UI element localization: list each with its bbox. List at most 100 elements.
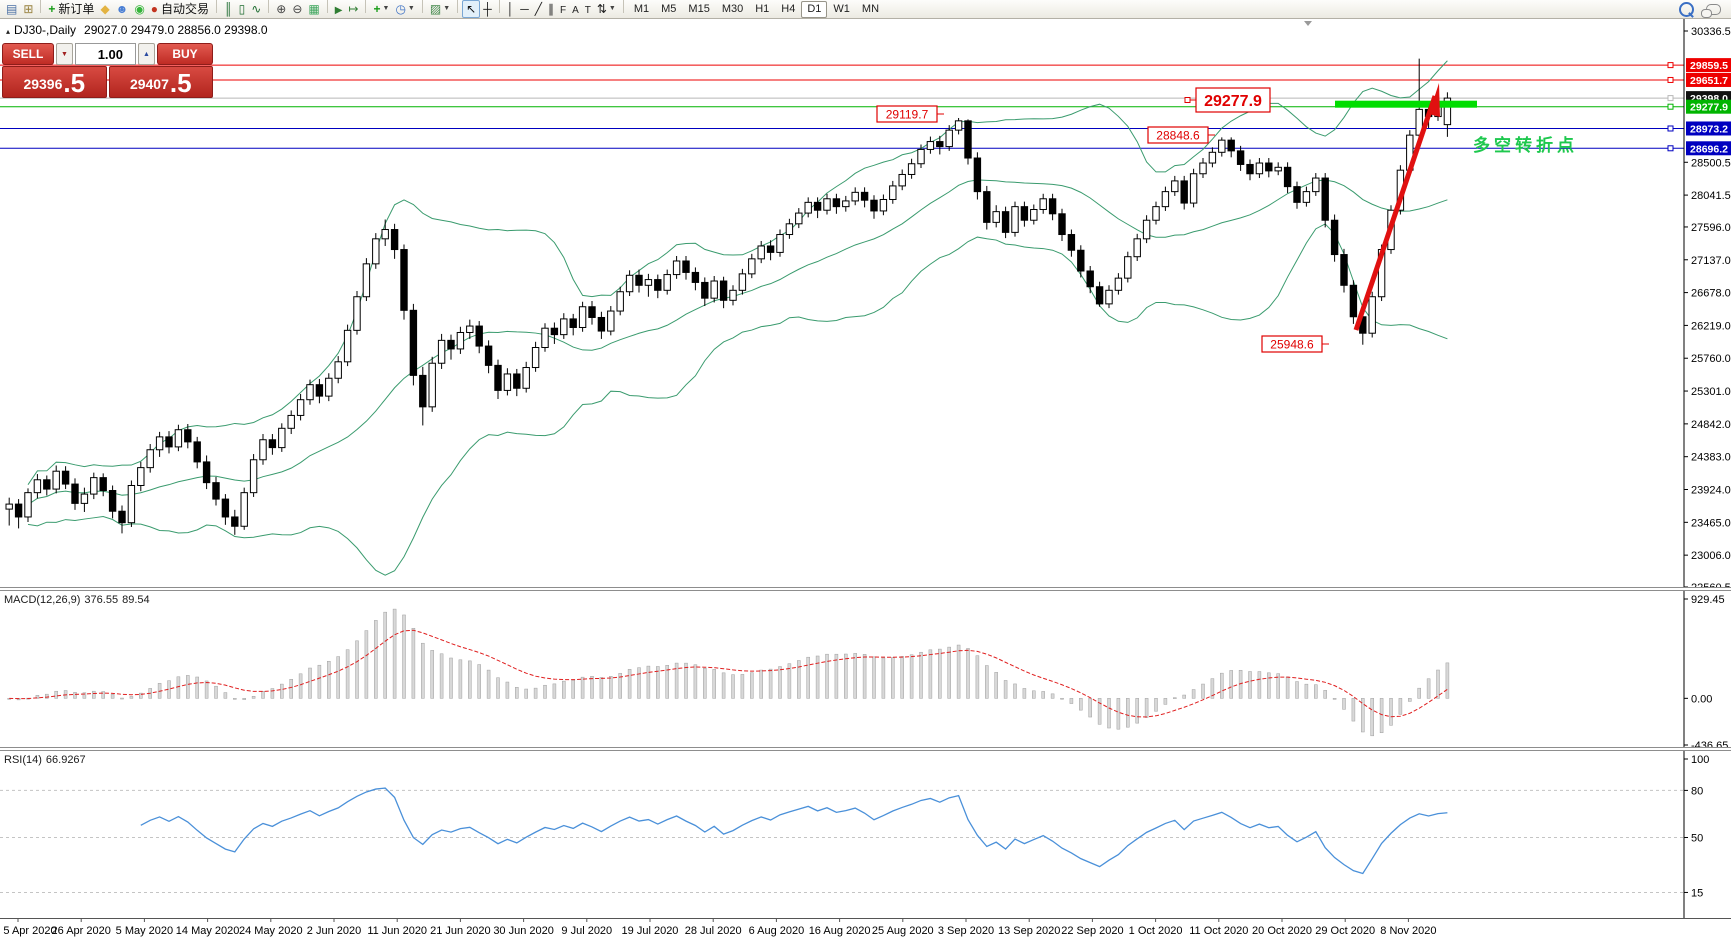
- volume-up-button[interactable]: ▲: [138, 43, 155, 65]
- date-label: 6 Aug 2020: [749, 925, 805, 937]
- templates-icon[interactable]: ▨ ▼: [429, 1, 451, 16]
- timeframe-mn[interactable]: MN: [861, 2, 880, 15]
- chart-shift-marker: [1304, 21, 1312, 26]
- svg-text:25948.6: 25948.6: [1270, 338, 1314, 352]
- buy-price[interactable]: 29407 .5: [108, 66, 213, 98]
- band-upper: [27, 60, 1448, 485]
- date-label: 11 Oct 2020: [1189, 925, 1248, 937]
- volume-input[interactable]: 1.00: [75, 43, 136, 65]
- svg-text:100: 100: [1691, 754, 1709, 766]
- date-label: 16 Aug 2020: [809, 925, 871, 937]
- timeframe-m15[interactable]: M15: [688, 2, 710, 15]
- zoom-in-icon[interactable]: ⊕: [276, 1, 287, 16]
- toolbar-separator: [365, 0, 367, 13]
- svg-text:50: 50: [1691, 833, 1703, 845]
- date-label: 21 Jun 2020: [430, 925, 491, 937]
- price-tag-28973.2: 28973.2: [1686, 121, 1731, 136]
- svg-text:29651.7: 29651.7: [1690, 75, 1728, 87]
- price-tag-29277.9: 29277.9: [1686, 99, 1731, 114]
- date-label: 14 May 2020: [176, 925, 240, 937]
- shapes-icon[interactable]: ⇅ ▼: [596, 1, 616, 16]
- line-chart-icon[interactable]: ∿: [251, 1, 262, 16]
- price-annotation-29119.7[interactable]: 29119.7: [876, 105, 944, 123]
- timeframe-h1[interactable]: H1: [755, 2, 770, 15]
- zoom-out-icon[interactable]: ⊖: [292, 1, 303, 16]
- macd-pane[interactable]: 929.45 0.00 -436.65: [0, 591, 1731, 747]
- svg-text:22560.5: 22560.5: [1691, 582, 1731, 587]
- svg-text:15: 15: [1691, 887, 1703, 899]
- svg-text:28500.5: 28500.5: [1691, 157, 1731, 169]
- autoscroll-icon[interactable]: ▶: [334, 4, 343, 16]
- sell-price-main: 29396: [23, 76, 63, 92]
- chinese-note[interactable]: 多空转折点: [1473, 135, 1578, 155]
- buy-price-main: 29407: [129, 76, 169, 92]
- timeframe-d1[interactable]: D1: [801, 0, 828, 18]
- text-icon[interactable]: A: [572, 4, 579, 16]
- new-chart-icon[interactable]: ▤: [6, 1, 18, 16]
- rsi-line: [140, 787, 1448, 875]
- price-tag-29859.5: 29859.5: [1686, 58, 1731, 73]
- pane-separator[interactable]: [0, 747, 1731, 751]
- sell-button[interactable]: SELL: [2, 43, 54, 65]
- buy-button[interactable]: BUY: [157, 43, 213, 65]
- toolbar-separator: [421, 0, 423, 13]
- bar-chart-icon[interactable]: ║: [224, 1, 233, 16]
- new-order-icon-label: 新订单: [58, 2, 95, 16]
- timeframe-m5[interactable]: M5: [661, 2, 677, 15]
- label-icon[interactable]: T: [584, 4, 591, 16]
- svg-text:0.00: 0.00: [1691, 693, 1712, 705]
- price-annotation-29277.9[interactable]: 29277.9: [1184, 87, 1271, 113]
- macd-histogram: [7, 608, 1450, 737]
- svg-text:23006.0: 23006.0: [1691, 550, 1731, 562]
- chat-icon[interactable]: [1701, 3, 1721, 18]
- main-price-pane[interactable]: 29119.7 28848.6 29277.9 25948.6 多空转折点 30336.5…: [0, 19, 1731, 587]
- date-label: 8 Nov 2020: [1380, 925, 1436, 937]
- timeframe-h4[interactable]: H4: [781, 2, 796, 15]
- pane-separator[interactable]: [0, 587, 1731, 591]
- dropdown-arrow-icon[interactable]: ▼: [382, 5, 390, 12]
- price-annotation-28848.6[interactable]: 28848.6: [1147, 126, 1215, 144]
- profile-icon[interactable]: ☻: [115, 1, 129, 16]
- vertical-line-icon[interactable]: │: [506, 1, 515, 16]
- window-marker-icon: ▴: [6, 27, 11, 36]
- tile-windows-icon[interactable]: ▦: [308, 1, 320, 16]
- sell-price[interactable]: 29396 .5: [2, 66, 107, 98]
- timeframe-m1[interactable]: M1: [633, 2, 650, 15]
- dropdown-arrow-icon[interactable]: ▼: [443, 5, 451, 12]
- dropdown-arrow-icon[interactable]: ▼: [407, 5, 415, 12]
- toolbar-separator: [216, 0, 218, 13]
- fibonacci-icon[interactable]: F: [559, 4, 567, 16]
- new-order-icon[interactable]: + 新订单: [48, 1, 95, 17]
- svg-text:27137.0: 27137.0: [1691, 255, 1731, 267]
- chart-shift-icon[interactable]: ↦: [348, 1, 359, 16]
- signal-icon[interactable]: ◉: [134, 1, 145, 16]
- date-label: 28 Jul 2020: [685, 925, 742, 937]
- svg-text:26219.0: 26219.0: [1691, 320, 1731, 332]
- rsi-pane[interactable]: 100 80 50 15: [0, 751, 1731, 918]
- ticket-icon[interactable]: ◆: [100, 1, 110, 16]
- toolbar-separator: [622, 0, 624, 13]
- volume-down-button[interactable]: ▼: [56, 43, 73, 65]
- periods-icon[interactable]: ◷ ▼: [395, 1, 415, 16]
- crosshair-icon[interactable]: ┼: [483, 1, 492, 16]
- date-label: 25 Aug 2020: [872, 925, 934, 937]
- chart-profile-icon[interactable]: ⊞: [23, 1, 34, 16]
- timeframe-m30[interactable]: M30: [721, 2, 744, 15]
- dropdown-arrow-icon[interactable]: ▼: [608, 5, 616, 12]
- indicators-icon[interactable]: + ▼: [373, 1, 390, 16]
- horizontal-line-icon[interactable]: ─: [520, 1, 529, 16]
- toolbar-separator: [40, 0, 42, 13]
- candlestick-chart-icon[interactable]: ▯: [238, 1, 246, 16]
- macd-indicator-label: MACD(12,26,9) 376.55 89.54: [4, 594, 154, 606]
- timeframe-w1[interactable]: W1: [833, 2, 850, 15]
- cursor-icon[interactable]: ↖: [462, 0, 481, 18]
- price-annotation-25948.6[interactable]: 25948.6: [1261, 335, 1329, 353]
- trend-arrow[interactable]: [1353, 83, 1440, 331]
- search-icon[interactable]: [1679, 1, 1694, 17]
- channel-icon[interactable]: ∥: [547, 1, 554, 16]
- macd-signal-line: [9, 629, 1448, 718]
- trendline-icon[interactable]: ╱: [534, 1, 542, 16]
- autotrade-icon[interactable]: ● 自动交易: [150, 1, 210, 17]
- rsi-indicator-label: RSI(14) 66.9267: [4, 754, 90, 766]
